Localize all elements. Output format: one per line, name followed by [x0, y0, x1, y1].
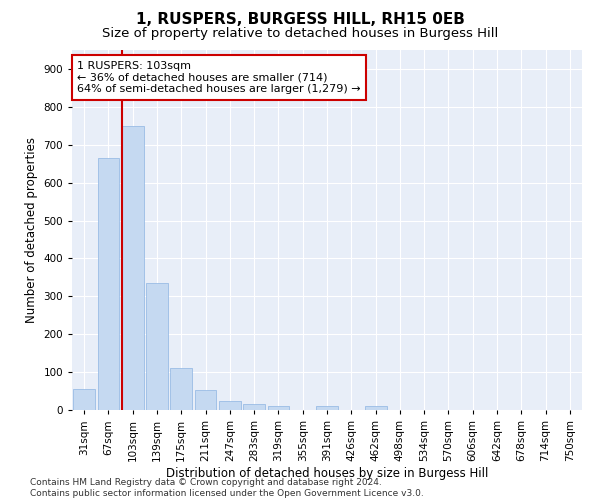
Bar — [219, 400, 241, 410]
Y-axis label: Number of detached properties: Number of detached properties — [25, 137, 38, 323]
Bar — [316, 406, 338, 410]
Bar — [73, 389, 95, 410]
Bar — [194, 390, 217, 410]
Text: Contains HM Land Registry data © Crown copyright and database right 2024.
Contai: Contains HM Land Registry data © Crown c… — [30, 478, 424, 498]
Bar — [170, 368, 192, 410]
Text: 1, RUSPERS, BURGESS HILL, RH15 0EB: 1, RUSPERS, BURGESS HILL, RH15 0EB — [136, 12, 464, 28]
Bar — [122, 126, 143, 410]
Text: Size of property relative to detached houses in Burgess Hill: Size of property relative to detached ho… — [102, 28, 498, 40]
Bar — [243, 404, 265, 410]
Text: 1 RUSPERS: 103sqm
← 36% of detached houses are smaller (714)
64% of semi-detache: 1 RUSPERS: 103sqm ← 36% of detached hous… — [77, 61, 361, 94]
Bar — [268, 406, 289, 410]
X-axis label: Distribution of detached houses by size in Burgess Hill: Distribution of detached houses by size … — [166, 466, 488, 479]
Bar — [365, 406, 386, 410]
Bar — [97, 158, 119, 410]
Bar — [146, 283, 168, 410]
